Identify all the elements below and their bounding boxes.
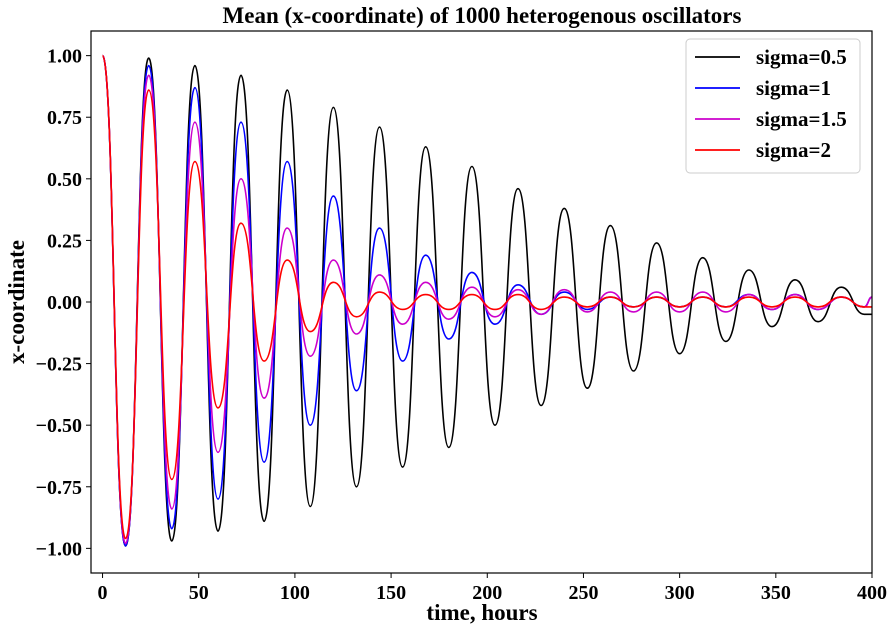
y-tick-label: 0.00: [47, 292, 82, 314]
legend-entry: sigma=1: [756, 76, 831, 100]
x-tick-label: 0: [98, 582, 108, 604]
y-tick-label: −0.50: [36, 415, 82, 437]
legend-entry: sigma=0.5: [756, 45, 847, 69]
legend-entry: sigma=1.5: [756, 107, 847, 131]
series-line-2: [101, 54, 873, 545]
x-tick-label: 350: [761, 582, 791, 604]
legend-entry: sigma=2: [756, 138, 831, 162]
y-tick-label: −0.25: [36, 354, 82, 376]
y-tick-label: 0.25: [47, 230, 82, 252]
series-lines: [101, 54, 873, 547]
y-tick-label: −1.00: [36, 538, 82, 560]
x-tick-label: 200: [472, 582, 502, 604]
y-tick-label: 0.50: [47, 169, 82, 191]
chart-title: Mean (x-coordinate) of 1000 heterogenous…: [223, 3, 742, 28]
series-line-3: [101, 54, 872, 540]
x-tick-label: 100: [280, 582, 310, 604]
x-axis-label: time, hours: [426, 600, 537, 625]
y-tick-label: −0.75: [36, 477, 82, 499]
legend-box: [685, 38, 861, 174]
y-tick-label: 1.00: [47, 46, 82, 68]
x-tick-label: 300: [665, 582, 695, 604]
x-tick-label: 150: [376, 582, 406, 604]
legend: sigma=0.5 sigma=1 sigma=1.5 sigma=2: [685, 38, 861, 174]
x-tick-label: 50: [189, 582, 209, 604]
y-axis-label: x-coordinate: [4, 240, 29, 364]
axis-ticks: 0 50 100 150 200 250 300 350 400 1.00 0.75 0.50 0.25…: [36, 46, 887, 604]
x-tick-label: 250: [568, 582, 598, 604]
y-tick-label: 0.75: [47, 107, 82, 129]
x-tick-label: 400: [857, 582, 887, 604]
series-line-0: [101, 54, 872, 547]
